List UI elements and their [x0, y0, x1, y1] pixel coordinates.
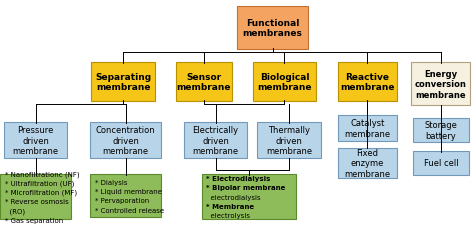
- FancyBboxPatch shape: [184, 123, 247, 158]
- Text: electrolysis: electrolysis: [206, 213, 250, 218]
- Text: * Controlled release: * Controlled release: [95, 207, 164, 213]
- FancyBboxPatch shape: [338, 63, 397, 101]
- Text: Pressure
driven
membrane: Pressure driven membrane: [12, 126, 59, 155]
- Text: Fuel cell: Fuel cell: [423, 159, 458, 168]
- Text: Electrically
driven
membrane: Electrically driven membrane: [192, 126, 239, 155]
- FancyBboxPatch shape: [338, 115, 397, 141]
- Text: * Pervaporation: * Pervaporation: [95, 197, 149, 203]
- Text: Biological
membrane: Biological membrane: [257, 72, 311, 92]
- FancyBboxPatch shape: [411, 63, 470, 106]
- Text: Storage
battery: Storage battery: [424, 121, 457, 140]
- FancyBboxPatch shape: [175, 63, 232, 101]
- Text: Reactive
membrane: Reactive membrane: [340, 72, 394, 92]
- Text: * Ultrafiltration (UF): * Ultrafiltration (UF): [5, 180, 74, 186]
- Text: * Reverse osmosis: * Reverse osmosis: [5, 198, 69, 205]
- Text: Fixed
enzyme
membrane: Fixed enzyme membrane: [344, 148, 391, 178]
- Text: Separating
membrane: Separating membrane: [95, 72, 151, 92]
- FancyBboxPatch shape: [4, 123, 67, 158]
- FancyBboxPatch shape: [237, 7, 308, 50]
- Text: Concentration
driven
membrane: Concentration driven membrane: [96, 126, 155, 155]
- Text: (RO): (RO): [5, 208, 25, 214]
- Text: * Electrodialysis: * Electrodialysis: [206, 175, 271, 181]
- Text: electrodialysis: electrodialysis: [206, 194, 261, 200]
- FancyBboxPatch shape: [412, 119, 469, 142]
- Text: * Nanofiltrationc (NF): * Nanofiltrationc (NF): [5, 170, 80, 177]
- FancyBboxPatch shape: [91, 63, 155, 101]
- Text: Sensor
membrane: Sensor membrane: [177, 72, 231, 92]
- Text: * Liquid membrane: * Liquid membrane: [95, 188, 162, 194]
- FancyBboxPatch shape: [90, 123, 161, 158]
- Text: Energy
conversion
membrane: Energy conversion membrane: [415, 70, 467, 99]
- Text: * Membrane: * Membrane: [206, 203, 255, 209]
- FancyBboxPatch shape: [338, 148, 397, 178]
- FancyBboxPatch shape: [0, 175, 71, 219]
- Text: * Gas separation: * Gas separation: [5, 217, 63, 223]
- FancyBboxPatch shape: [90, 175, 161, 217]
- Text: Catalyst
membrane: Catalyst membrane: [344, 119, 391, 138]
- Text: * Microfiltration (MF): * Microfiltration (MF): [5, 189, 77, 196]
- Text: * Bipolar membrane: * Bipolar membrane: [206, 184, 286, 191]
- Text: Thermally
driven
membrane: Thermally driven membrane: [266, 126, 312, 155]
- FancyBboxPatch shape: [412, 151, 469, 175]
- Text: Functional
membranes: Functional membranes: [243, 18, 302, 38]
- FancyBboxPatch shape: [257, 123, 321, 158]
- FancyBboxPatch shape: [201, 175, 296, 219]
- Text: * Dialysis: * Dialysis: [95, 179, 128, 185]
- FancyBboxPatch shape: [253, 63, 316, 101]
